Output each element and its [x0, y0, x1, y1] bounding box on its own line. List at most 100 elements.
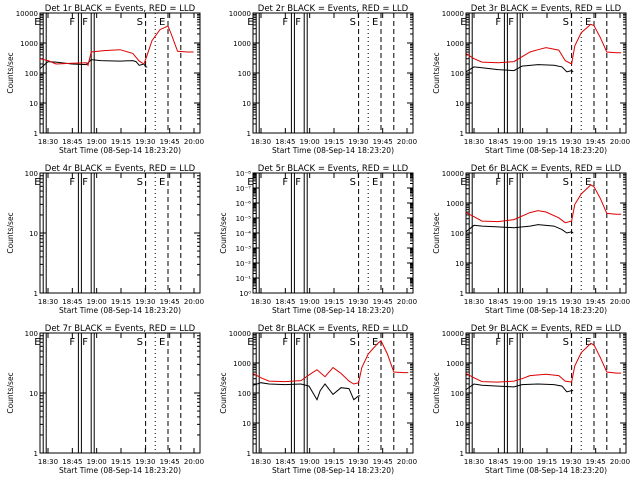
event-marker-letter: E	[159, 337, 165, 348]
x-tick-label: 19:15	[537, 138, 557, 146]
event-marker-letter: S	[563, 337, 569, 348]
event-marker-letter: S	[563, 17, 569, 28]
x-tick-label: 19:30	[348, 138, 368, 146]
y-axis-label: Counts/sec	[219, 372, 228, 413]
y-tick-label: 10⁻⁵	[236, 215, 252, 223]
y-tick-label: 100	[238, 70, 251, 78]
event-marker-letter: E	[585, 177, 591, 188]
y-tick-label: 10000	[442, 10, 464, 18]
x-tick-label: 20:00	[397, 298, 417, 306]
chart-title: Det 9r BLACK = Events, RED = LLD	[471, 324, 622, 334]
y-tick-label: 10⁻⁷	[236, 185, 252, 193]
event-marker-letter: F	[495, 177, 501, 188]
y-tick-label: 100	[25, 330, 38, 338]
event-marker-letter: E	[585, 17, 591, 28]
x-tick-label: 19:00	[87, 458, 107, 466]
y-tick-label: 1000	[446, 360, 464, 368]
chart-panel: Det 3r BLACK = Events, RED = LLD 1 10 100 10…	[432, 4, 630, 155]
x-tick-label: 19:45	[586, 458, 606, 466]
x-tick-label: 19:30	[561, 458, 581, 466]
chart-panel: Det 5r BLACK = Events, RED = LLD 10⁰ 10⁻¹ 1…	[219, 164, 417, 315]
event-marker-letter: F	[495, 337, 501, 348]
event-marker-letter: E	[372, 17, 378, 28]
event-marker-letter: F	[69, 177, 75, 188]
plot-frame	[465, 12, 627, 134]
series-lld-line	[465, 342, 622, 383]
x-axis-label: Start Time (08-Sep-14 18:23:20)	[59, 146, 181, 155]
y-tick-label: 10	[242, 100, 251, 108]
y-tick-label: 10	[29, 390, 38, 398]
event-marker-letter: F	[295, 17, 301, 28]
event-marker-letter: E	[372, 337, 378, 348]
event-marker-letter: S	[350, 337, 356, 348]
y-tick-label: 100	[25, 170, 38, 178]
y-tick-label: 10	[455, 260, 464, 268]
event-marker-letter: E	[460, 17, 466, 28]
x-tick-label: 18:30	[464, 458, 484, 466]
x-tick-label: 20:00	[397, 458, 417, 466]
y-axis-label: Counts/sec	[432, 52, 441, 93]
chart-panel: Det 6r BLACK = Events, RED = LLD 1 10 100 10…	[432, 164, 630, 315]
plot-frame	[252, 332, 414, 454]
x-axis-label: Start Time (08-Sep-14 18:23:20)	[485, 466, 607, 475]
event-marker-letter: S	[350, 17, 356, 28]
y-tick-label: 1000	[233, 360, 251, 368]
event-marker-letter: F	[69, 17, 75, 28]
x-tick-label: 19:30	[135, 298, 155, 306]
series-lld-line	[39, 25, 194, 67]
event-marker-letter: S	[137, 337, 143, 348]
event-marker-letter: E	[460, 337, 466, 348]
event-marker-letter: E	[247, 17, 253, 28]
x-tick-label: 19:45	[373, 458, 393, 466]
event-marker-letter: S	[137, 177, 143, 188]
x-tick-label: 20:00	[397, 138, 417, 146]
x-tick-label: 19:00	[300, 138, 320, 146]
x-tick-label: 18:30	[251, 458, 271, 466]
y-tick-label: 10000	[16, 10, 38, 18]
y-tick-label: 1000	[446, 40, 464, 48]
x-axis-label: Start Time (08-Sep-14 18:23:20)	[59, 306, 181, 315]
y-tick-label: 10	[242, 420, 251, 428]
x-axis-label: Start Time (08-Sep-14 18:23:20)	[272, 466, 394, 475]
event-marker-letter: F	[508, 17, 514, 28]
chart-panel: Det 7r BLACK = Events, RED = LLD 1 10 100 Co…	[6, 324, 204, 475]
y-tick-label: 10000	[442, 170, 464, 178]
chart-panel: Det 2r BLACK = Events, RED = LLD 1 10 100 10…	[229, 4, 417, 155]
y-tick-label: 100	[25, 70, 38, 78]
chart-title: Det 5r BLACK = Events, RED = LLD	[258, 164, 409, 174]
y-axis-label: Counts/sec	[6, 52, 15, 93]
chart-panel: Det 1r BLACK = Events, RED = LLD 1 10 100 10…	[6, 4, 204, 155]
x-tick-label: 19:45	[586, 298, 606, 306]
y-tick-label: 10⁻⁴	[236, 230, 252, 238]
event-marker-letter: E	[34, 177, 40, 188]
event-marker-letter: F	[508, 177, 514, 188]
event-marker-letter: E	[585, 337, 591, 348]
x-tick-label: 19:00	[513, 298, 533, 306]
y-tick-label: 1	[247, 450, 251, 458]
event-marker-letter: E	[247, 177, 253, 188]
x-tick-label: 19:00	[513, 138, 533, 146]
y-tick-label: 10⁰	[239, 290, 251, 298]
chart-panel: Det 4r BLACK = Events, RED = LLD 1 10 100 Co…	[6, 164, 204, 315]
x-tick-label: 19:30	[348, 458, 368, 466]
y-tick-label: 1	[34, 130, 38, 138]
x-tick-label: 20:00	[184, 138, 204, 146]
y-tick-label: 10⁻⁶	[236, 200, 252, 208]
series-events-line	[465, 64, 574, 73]
x-tick-label: 19:30	[348, 298, 368, 306]
y-tick-label: 10⁻²	[236, 260, 252, 268]
series-lld-line	[465, 184, 622, 224]
event-marker-letter: E	[372, 177, 378, 188]
x-tick-label: 19:30	[135, 138, 155, 146]
x-tick-label: 18:30	[38, 458, 58, 466]
y-tick-label: 10⁻⁸	[236, 170, 252, 178]
y-tick-label: 10⁻¹	[236, 275, 252, 283]
x-axis-label: Start Time (08-Sep-14 18:23:20)	[272, 146, 394, 155]
y-tick-label: 10000	[229, 10, 251, 18]
x-tick-label: 18:45	[275, 138, 295, 146]
y-tick-label: 10	[29, 230, 38, 238]
x-tick-label: 19:30	[561, 138, 581, 146]
event-marker-letter: E	[247, 337, 253, 348]
x-tick-label: 19:15	[111, 458, 131, 466]
